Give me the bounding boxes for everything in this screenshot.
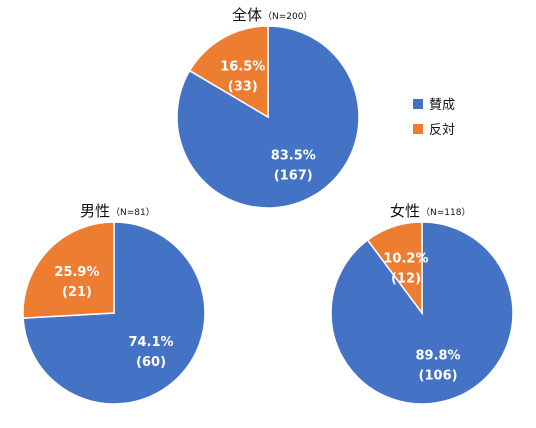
pie-pct-label-1-1: 25.9% xyxy=(54,265,99,280)
pie-subtitle-1: （N=81） xyxy=(111,207,155,218)
pie-count-label-2-1: (12) xyxy=(391,272,421,287)
pie-pct-label-2-1: 10.2% xyxy=(383,252,428,267)
pie-slice-1-1 xyxy=(22,221,115,319)
pie-pct-label-1-0: 74.1% xyxy=(128,335,173,350)
pie-count-label-1-0: (60) xyxy=(136,355,166,370)
pie-pct-label-2-0: 89.8% xyxy=(415,348,460,363)
pie-count-label-0-0: (167) xyxy=(274,168,313,183)
pie-count-label-2-0: (106) xyxy=(419,368,458,383)
pie-count-label-0-1: (33) xyxy=(228,80,258,95)
pie-subtitle-0: （N=200） xyxy=(263,11,312,22)
pie-slice-0-0 xyxy=(176,25,360,209)
pie-slice-2-1 xyxy=(366,221,423,316)
pie-count-label-1-1: (21) xyxy=(62,285,92,300)
pie-title-0: 全体 xyxy=(232,6,262,24)
legend-swatch-0 xyxy=(413,99,423,109)
pie-slice-0-1 xyxy=(188,25,269,119)
legend-swatch-1 xyxy=(413,124,423,134)
legend-label-0: 賛成 xyxy=(429,98,455,113)
legend-label-1: 反対 xyxy=(429,123,455,138)
pie-pct-label-0-1: 16.5% xyxy=(220,60,265,75)
pie-subtitle-2: （N=118） xyxy=(421,207,470,218)
pie-title-1: 男性 xyxy=(80,202,110,220)
pie-pct-label-0-0: 83.5% xyxy=(271,148,316,163)
pie-title-2: 女性 xyxy=(390,202,420,220)
